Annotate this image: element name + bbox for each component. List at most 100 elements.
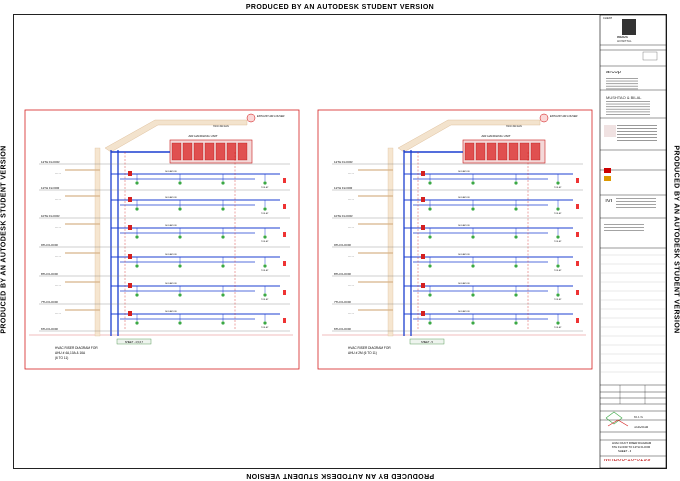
- diffuser-icon: [514, 235, 518, 239]
- ahu-section: [204, 142, 215, 161]
- damper-icon: [421, 254, 425, 259]
- diffuser-icon: [178, 264, 182, 268]
- toilet-label: TOILET: [261, 327, 269, 329]
- diffuser-icon: [471, 264, 475, 268]
- damper-icon: [128, 283, 132, 288]
- drawing-title-1: HVAC DUCT RISER DIAGRAM: [612, 442, 652, 445]
- notes-dots: • • • • •: [55, 173, 61, 175]
- ahu-section: [519, 142, 530, 161]
- diffuser-icon: [556, 264, 560, 268]
- ahu-label: AIR HANDLING UNIT: [188, 134, 217, 138]
- tb-text-line: [606, 106, 650, 108]
- exhaust-grille-icon: [283, 318, 286, 323]
- ahu-section: [182, 142, 193, 161]
- panel-caption: AHU # 4A,10A & 16A: [55, 351, 86, 355]
- diffuser-icon: [135, 293, 139, 297]
- sheet-tag-box: [409, 338, 445, 345]
- ahu-section: [215, 142, 226, 161]
- notes-dots: • • • • •: [348, 227, 354, 229]
- drawing-title-2: 6TH FLOOR TO 12TH FLOOR: [612, 446, 651, 449]
- title-block: [599, 14, 667, 469]
- notes-dots: • • • • •: [348, 199, 354, 201]
- partner-logo-3: [604, 176, 611, 181]
- date-value: 1/3/2018: [634, 426, 648, 429]
- toilet-label: TOILET: [261, 213, 269, 215]
- toilet-label: TOILET: [554, 187, 562, 189]
- diffuser-icon: [178, 207, 182, 211]
- floor-label: 7TH FLOOR: [41, 300, 59, 304]
- trio-fan-label: TRIO 300 FAN: [213, 125, 229, 128]
- exhaust-grille-icon: [283, 290, 286, 295]
- diffuser-icon: [135, 181, 139, 185]
- notes-dots: • • • • •: [348, 173, 354, 175]
- diffuser-icon: [263, 235, 267, 239]
- damper-icon: [421, 283, 425, 288]
- tb-text-line: [606, 101, 650, 102]
- diffuser-icon: [135, 321, 139, 325]
- tb-text-line: [606, 114, 650, 115]
- floor-label: 12TH FLOOR: [41, 160, 60, 164]
- floor-label: 8TH FLOOR: [41, 272, 59, 276]
- floor-label: 11TH FLOOR: [41, 186, 60, 190]
- diffuser-icon: [178, 235, 182, 239]
- diffuser-icon: [428, 181, 432, 185]
- tb-text-line: [606, 108, 650, 110]
- diffuser-icon: [556, 181, 560, 185]
- ahu-section: [497, 142, 508, 161]
- sheet-tag: SHEET - 5: [421, 341, 434, 344]
- damper-icon: [128, 197, 132, 202]
- toilet-label: TOILET: [261, 187, 269, 189]
- damper-icon: [421, 311, 425, 316]
- diffuser-icon: [178, 293, 182, 297]
- damper-icon: [128, 171, 132, 176]
- exhaust-fan-icon: [246, 113, 256, 123]
- ahu-section: [475, 142, 486, 161]
- diffuser-icon: [428, 207, 432, 211]
- diffuser-icon: [263, 264, 267, 268]
- diffuser-icon: [471, 235, 475, 239]
- notes-dots: • • • • •: [55, 313, 61, 315]
- isolation-label: ISOLATION: [458, 224, 470, 227]
- exhaust-grille-icon: [576, 232, 579, 237]
- diffuser-icon: [471, 293, 475, 297]
- drawing-number: MHB06-10-0199: [604, 459, 651, 462]
- diffuser-icon: [135, 207, 139, 211]
- floor-label: 8TH FLOOR: [334, 272, 352, 276]
- toilet-label: TOILET: [554, 327, 562, 329]
- damper-icon: [421, 197, 425, 202]
- panel-frame-0: [24, 109, 300, 370]
- panel-caption: AHU # 2M (6 TO 11): [348, 351, 377, 355]
- toilet-label: TOILET: [554, 241, 562, 243]
- trio-fan-label: TRIO 300 FAN: [506, 125, 522, 128]
- diffuser-icon: [135, 235, 139, 239]
- floor-label: 10TH FLOOR: [41, 214, 60, 218]
- tb-text-line: [617, 134, 657, 135]
- exhaust-fan-icon: [539, 113, 549, 123]
- floor-label: 6TH FLOOR: [41, 327, 59, 331]
- damper-icon: [128, 225, 132, 230]
- diffuser-icon: [428, 235, 432, 239]
- diffuser-icon: [221, 293, 225, 297]
- architect-name: arcop: [606, 71, 622, 74]
- exhaust-grille-icon: [576, 261, 579, 266]
- sheet-tag: SHEET - 4,5,6,7: [125, 341, 144, 344]
- watermark-top: PRODUCED BY AN AUTODESK STUDENT VERSION: [245, 4, 435, 11]
- diffuser-icon: [178, 181, 182, 185]
- diffuser-icon: [556, 207, 560, 211]
- diffuser-icon: [263, 321, 267, 325]
- exhaust-grille-icon: [283, 261, 286, 266]
- isolation-label: ISOLATION: [165, 170, 177, 173]
- diffuser-icon: [263, 181, 267, 185]
- riser-return: [387, 147, 394, 337]
- notes-dots: • • • • •: [55, 199, 61, 201]
- diffuser-icon: [514, 321, 518, 325]
- consultant-logo-icon: [604, 125, 616, 137]
- tb-text-line: [604, 227, 644, 228]
- diffuser-icon: [514, 181, 518, 185]
- tb-text-line: [606, 78, 638, 79]
- panel-caption: HVAC RISER DIAGRAM FOR: [348, 346, 391, 350]
- key-plan-marker: [607, 419, 629, 427]
- notes-dots: • • • • •: [348, 313, 354, 315]
- notes-dots: • • • • •: [348, 285, 354, 287]
